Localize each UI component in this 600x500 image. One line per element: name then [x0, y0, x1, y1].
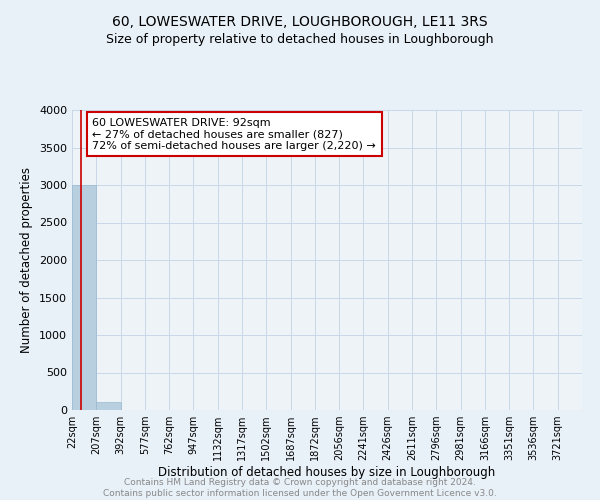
- X-axis label: Distribution of detached houses by size in Loughborough: Distribution of detached houses by size …: [158, 466, 496, 479]
- Bar: [96, 402, 121, 410]
- Text: Contains HM Land Registry data © Crown copyright and database right 2024.
Contai: Contains HM Land Registry data © Crown c…: [103, 478, 497, 498]
- Text: 60 LOWESWATER DRIVE: 92sqm
← 27% of detached houses are smaller (827)
72% of sem: 60 LOWESWATER DRIVE: 92sqm ← 27% of deta…: [92, 118, 376, 150]
- Text: 60, LOWESWATER DRIVE, LOUGHBOROUGH, LE11 3RS: 60, LOWESWATER DRIVE, LOUGHBOROUGH, LE11…: [112, 15, 488, 29]
- Text: Size of property relative to detached houses in Loughborough: Size of property relative to detached ho…: [106, 32, 494, 46]
- Bar: [72, 185, 96, 410]
- Y-axis label: Number of detached properties: Number of detached properties: [20, 167, 34, 353]
